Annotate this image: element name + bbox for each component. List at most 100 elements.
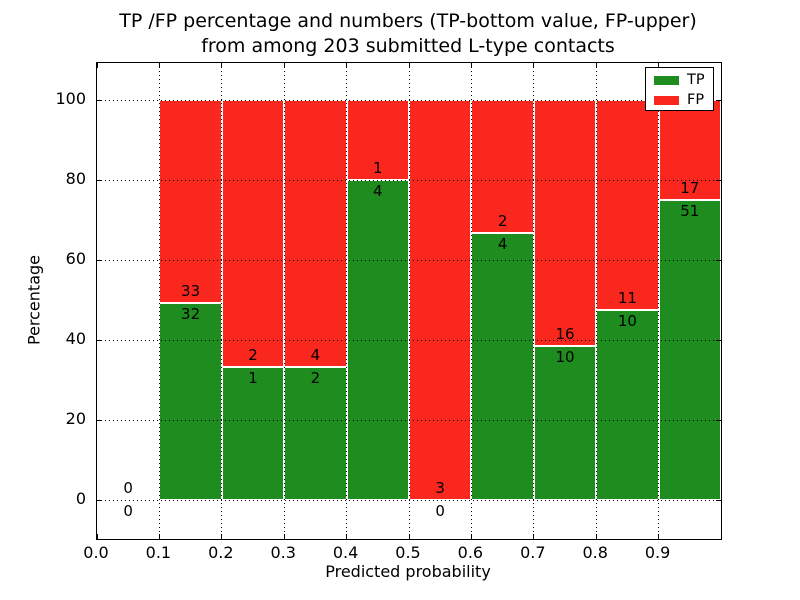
bar-label-fp: 17 bbox=[680, 179, 700, 197]
x-tick-mark-bottom bbox=[96, 534, 98, 539]
y-tick-label: 0 bbox=[75, 489, 86, 508]
x-tick-mark-top bbox=[595, 63, 597, 68]
bar-label-tp: 10 bbox=[555, 348, 575, 367]
y-tick-mark-left bbox=[97, 419, 102, 421]
bar-segment-tp bbox=[471, 233, 534, 500]
bar-segment-fp bbox=[221, 100, 285, 367]
x-tick-label: 0.0 bbox=[83, 543, 109, 562]
grid-line-vertical bbox=[595, 63, 597, 539]
x-tick-mark-bottom bbox=[283, 534, 285, 539]
bar-segment-tp bbox=[221, 366, 285, 500]
bar-segment-tp bbox=[159, 303, 222, 500]
bar-label-fp: 4 bbox=[310, 345, 321, 364]
x-tick-label: 0.6 bbox=[457, 543, 484, 562]
x-tick-mark-top bbox=[533, 63, 535, 68]
y-tick-mark-left bbox=[97, 499, 102, 501]
x-tick-mark-top bbox=[658, 63, 660, 68]
legend-item-fp: FP bbox=[654, 93, 713, 108]
legend-label-tp: TP bbox=[687, 72, 705, 88]
y-tick-mark-left bbox=[97, 339, 102, 341]
grid-line-vertical bbox=[283, 63, 285, 539]
grid-line-vertical bbox=[158, 63, 160, 539]
bar-label-tp: 32 bbox=[181, 305, 201, 324]
x-tick-mark-top bbox=[221, 63, 223, 68]
bar-label-fp: 11 bbox=[617, 288, 637, 307]
x-tick-label: 0.1 bbox=[145, 543, 172, 562]
x-tick-mark-bottom bbox=[408, 534, 410, 539]
chart-title-line1: TP /FP percentage and numbers (TP-bottom… bbox=[119, 10, 697, 32]
y-tick-mark-right bbox=[716, 339, 721, 341]
bar-segment-fp bbox=[409, 100, 472, 500]
x-tick-mark-bottom bbox=[595, 534, 597, 539]
grid-line-vertical bbox=[470, 63, 472, 539]
y-tick-mark-left bbox=[97, 99, 102, 101]
y-tick-label: 60 bbox=[65, 249, 86, 268]
bar-segment-fp bbox=[159, 100, 222, 304]
bar-label-tp: 4 bbox=[373, 182, 383, 200]
y-tick-mark-right bbox=[716, 259, 721, 261]
x-tick-mark-bottom bbox=[158, 534, 160, 539]
bar-segment-tp bbox=[658, 200, 721, 500]
x-tick-mark-bottom bbox=[346, 534, 348, 539]
grid-line-vertical bbox=[221, 63, 223, 539]
y-tick-mark-left bbox=[97, 179, 102, 181]
y-tick-mark-right bbox=[716, 179, 721, 181]
x-tick-mark-top bbox=[720, 63, 722, 68]
x-tick-mark-top bbox=[96, 63, 98, 68]
bar-label-tp: 4 bbox=[497, 235, 508, 254]
bar-segment-fp bbox=[471, 100, 534, 234]
bar-label-fp: 3 bbox=[435, 479, 445, 497]
fp-swatch-icon bbox=[654, 96, 679, 105]
bar-label-tp: 2 bbox=[310, 368, 321, 387]
bar-label-fp: 1 bbox=[373, 159, 383, 177]
x-tick-label: 0.7 bbox=[520, 543, 546, 562]
x-tick-mark-bottom bbox=[720, 534, 722, 539]
y-tick-label: 20 bbox=[65, 409, 86, 428]
bar-segment-fp bbox=[533, 100, 597, 347]
x-tick-label: 0.4 bbox=[332, 543, 359, 562]
bar-label-tp: 51 bbox=[680, 202, 700, 220]
bar-segment-fp bbox=[596, 100, 659, 310]
bar-label-tp: 0 bbox=[123, 502, 133, 520]
legend: TP FP bbox=[645, 67, 714, 111]
bar-segment-fp bbox=[284, 100, 347, 367]
bar-label-fp: 2 bbox=[497, 212, 508, 231]
y-tick-label: 100 bbox=[55, 89, 86, 108]
y-tick-mark-right bbox=[716, 99, 721, 101]
x-tick-mark-top bbox=[346, 63, 348, 68]
x-tick-mark-bottom bbox=[533, 534, 535, 539]
legend-item-tp: TP bbox=[654, 73, 713, 88]
x-tick-mark-top bbox=[158, 63, 160, 68]
bar-label-fp: 2 bbox=[248, 345, 258, 364]
grid-line-vertical bbox=[408, 63, 410, 539]
x-tick-mark-bottom bbox=[221, 534, 223, 539]
bar-segment-tp bbox=[596, 309, 659, 500]
grid-line-vertical bbox=[658, 63, 660, 539]
x-tick-mark-bottom bbox=[470, 534, 472, 539]
y-tick-label: 80 bbox=[65, 169, 86, 188]
x-tick-label: 0.5 bbox=[395, 543, 421, 562]
y-tick-label: 40 bbox=[65, 329, 86, 348]
plot-area: 0 0 33 32 2 1 4 2 1 4 3 0 2 4 16 10 11 10 17 51 bbox=[96, 62, 722, 540]
x-tick-label: 0.3 bbox=[270, 543, 296, 562]
x-tick-mark-top bbox=[283, 63, 285, 68]
bar-segment-tp bbox=[533, 346, 597, 500]
legend-label-fp: FP bbox=[687, 92, 705, 108]
bar-label-fp: 33 bbox=[181, 282, 201, 301]
bar-segment-tp bbox=[284, 366, 347, 500]
tp-swatch-icon bbox=[654, 76, 679, 85]
bar-label-tp: 10 bbox=[617, 311, 637, 330]
x-axis-label: Predicted probability bbox=[325, 562, 491, 581]
bar-label-fp: 16 bbox=[555, 325, 575, 344]
grid-line-vertical bbox=[533, 63, 535, 539]
x-tick-label: 0.8 bbox=[582, 543, 608, 562]
y-tick-mark-right bbox=[716, 499, 721, 501]
x-tick-label: 0.2 bbox=[208, 543, 234, 562]
x-tick-mark-top bbox=[470, 63, 472, 68]
y-tick-mark-left bbox=[97, 259, 102, 261]
grid-line-vertical bbox=[346, 63, 348, 539]
x-tick-mark-bottom bbox=[658, 534, 660, 539]
x-tick-label: 0.9 bbox=[644, 543, 671, 562]
y-tick-mark-right bbox=[716, 419, 721, 421]
